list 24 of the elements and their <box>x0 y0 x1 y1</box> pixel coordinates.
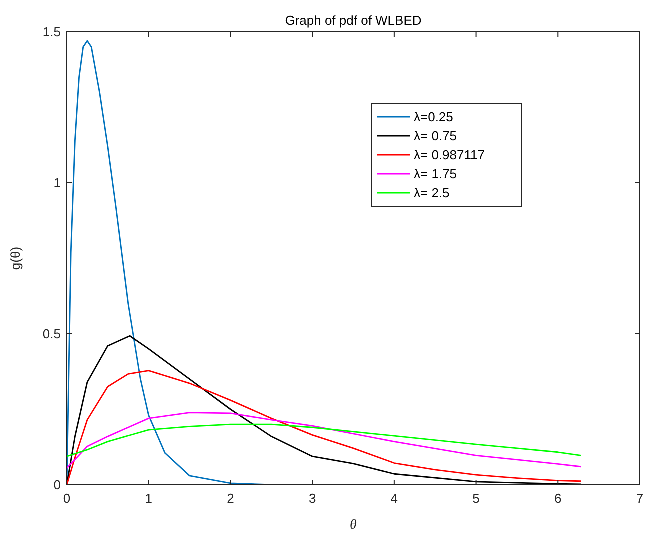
x-tick-label: 3 <box>308 491 316 506</box>
legend-label: λ= 2.5 <box>414 186 450 201</box>
legend-label: λ= 1.75 <box>414 166 458 182</box>
x-tick-label: 7 <box>636 491 644 506</box>
legend-label: λ=0.25 <box>414 110 454 125</box>
y-tick-label: 1.5 <box>42 24 61 40</box>
line-series <box>67 412 582 470</box>
x-tick-label: 4 <box>390 491 398 506</box>
legend-label: λ= 0.75 <box>414 128 458 144</box>
line-series <box>67 370 582 485</box>
x-tick-label: 2 <box>227 491 234 506</box>
y-axis-title: g(θ) <box>8 246 23 270</box>
y-tick-label: 1 <box>54 176 61 191</box>
y-tick-label: 0.5 <box>42 326 61 342</box>
x-axis-title: θ <box>350 518 358 533</box>
x-tick-label: 6 <box>554 491 562 506</box>
x-tick-label: 1 <box>145 491 152 506</box>
line-series <box>67 335 582 485</box>
x-tick-label: 5 <box>472 491 480 506</box>
line-series <box>67 424 582 458</box>
x-tick-label: 0 <box>63 491 71 506</box>
chart-title: Graph of pdf of WLBED <box>285 13 422 28</box>
legend-label: λ= 0.987117 <box>414 148 485 163</box>
y-tick-label: 0 <box>54 478 61 493</box>
